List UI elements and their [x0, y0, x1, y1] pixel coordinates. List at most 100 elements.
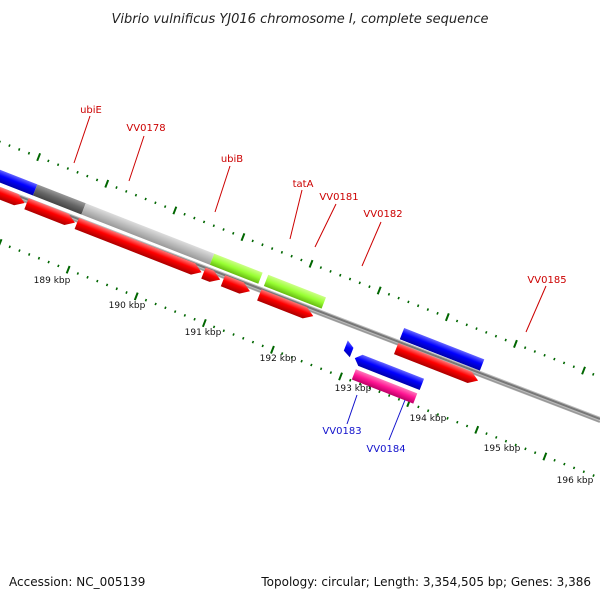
kbp-label: 193 kbp — [335, 384, 372, 394]
tick-mark — [133, 292, 139, 301]
tick-mark — [125, 291, 128, 294]
tick-mark — [8, 245, 11, 249]
gene-feature-VV0183[interactable] — [342, 340, 355, 358]
gene-label-VV0185[interactable]: VV0185 — [527, 275, 566, 286]
tick-mark — [368, 285, 371, 289]
tick-mark — [455, 319, 459, 323]
tick-mark — [592, 372, 595, 376]
tick-mark — [358, 281, 361, 285]
tick-mark — [533, 451, 537, 455]
tick-mark — [513, 339, 518, 348]
tick-mark — [154, 302, 157, 306]
tick-mark — [474, 425, 480, 434]
cds-arrow[interactable] — [24, 198, 77, 228]
tick-mark — [56, 163, 60, 167]
tick-mark — [66, 167, 70, 170]
tick-mark — [456, 420, 459, 424]
tick-mark — [417, 405, 420, 409]
tick-mark — [261, 243, 264, 247]
tick-mark — [592, 474, 595, 477]
tick-mark — [436, 311, 439, 315]
tick-mark — [416, 304, 420, 308]
tick-mark — [115, 186, 118, 189]
gene-label-VV0178[interactable]: VV0178 — [126, 123, 165, 134]
tick-mark — [523, 346, 527, 350]
tick-mark — [308, 259, 314, 268]
tick-mark — [444, 313, 450, 322]
tick-mark — [524, 447, 527, 451]
tick-mark — [232, 333, 235, 336]
gene-label-tatA[interactable]: tatA — [293, 179, 314, 190]
gene-feature-VV0181[interactable] — [263, 274, 326, 309]
tick-mark — [8, 144, 11, 148]
gene-label-VV0182[interactable]: VV0182 — [363, 209, 402, 220]
cds-arrow[interactable] — [201, 267, 222, 285]
tick-mark — [222, 329, 225, 333]
tick-mark — [572, 365, 575, 369]
tick-mark — [572, 466, 576, 470]
gene-feature-ubiE[interactable] — [0, 160, 38, 196]
tick-mark — [96, 279, 99, 283]
tick-mark — [201, 318, 207, 328]
tick-mark — [339, 273, 342, 277]
cds-arrow[interactable] — [74, 217, 204, 278]
tick-mark — [164, 306, 167, 310]
tick-mark — [163, 205, 167, 209]
cds-arrow[interactable] — [220, 275, 252, 297]
gene-label-ubiE[interactable]: ubiE — [80, 105, 102, 116]
tick-mark — [76, 272, 80, 275]
gene-labels: ubiE VV0178 ubiB tatA VV0181 VV0182 VV01… — [80, 105, 566, 455]
tick-mark — [134, 193, 138, 197]
tick-mark — [465, 424, 469, 428]
cds-arrow[interactable] — [0, 174, 27, 208]
tick-mark — [232, 231, 235, 235]
tick-mark — [514, 443, 517, 447]
tick-mark — [358, 382, 362, 386]
tick-mark — [533, 350, 537, 353]
tick-mark — [212, 325, 216, 329]
gene-feature-VV0184[interactable] — [353, 353, 425, 390]
tick-mark — [28, 253, 31, 256]
gene-label-ubiB[interactable]: ubiB — [221, 154, 243, 165]
tick-mark — [65, 265, 71, 274]
tick-mark — [300, 359, 303, 363]
tick-mark — [426, 409, 430, 413]
tick-mark — [319, 266, 323, 270]
kbp-label: 194 kbp — [410, 414, 447, 424]
tick-mark — [240, 233, 246, 242]
tick-mark — [183, 212, 186, 216]
reverse-feature-track — [342, 340, 425, 404]
gene-label-VV0183[interactable]: VV0183 — [322, 426, 361, 437]
tick-mark — [319, 367, 323, 371]
tick-mark — [105, 283, 109, 287]
accession-text: Accession: NC_005139 — [9, 575, 145, 589]
tick-mark — [172, 206, 178, 215]
tick-mark — [290, 254, 293, 258]
kbp-label: 195 kbp — [484, 444, 521, 454]
tick-mark — [144, 197, 147, 201]
tick-mark — [86, 275, 89, 279]
gene-feature-tatA[interactable] — [209, 253, 263, 284]
tick-mark — [426, 308, 430, 311]
gene-label-VV0184[interactable]: VV0184 — [366, 444, 405, 455]
tick-mark — [36, 152, 42, 162]
topology-text: Topology: circular; Length: 3,354,505 bp… — [260, 575, 591, 589]
tick-mark — [270, 345, 275, 354]
cds-feature-VV0184[interactable] — [351, 369, 418, 404]
cds-arrow[interactable] — [257, 289, 315, 321]
tick-mark — [378, 390, 381, 394]
tick-mark — [542, 452, 548, 461]
tick-mark — [290, 355, 294, 359]
gene-label-leaders — [73, 115, 547, 441]
gene-label-VV0181[interactable]: VV0181 — [319, 192, 358, 203]
tick-mark — [581, 366, 586, 375]
tick-mark — [47, 159, 50, 163]
gene-feature-VV0178[interactable] — [32, 184, 86, 215]
gene-feature-ubiB[interactable] — [81, 203, 215, 265]
kbp-label: 196 kbp — [557, 476, 594, 486]
cds-arrow[interactable] — [393, 342, 480, 386]
tick-mark — [310, 363, 313, 367]
gene-feature-VV0185[interactable] — [399, 328, 485, 371]
tick-mark — [397, 296, 400, 300]
